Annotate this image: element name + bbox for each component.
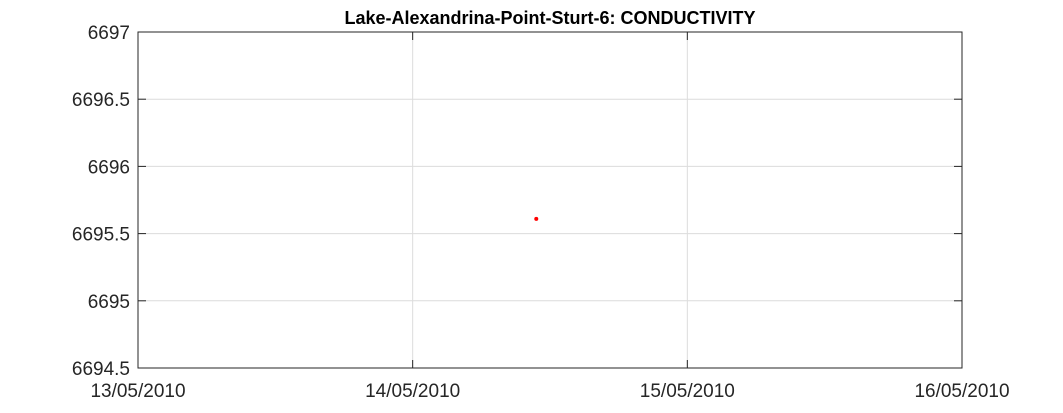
y-tick-label: 6694.5	[72, 359, 130, 380]
tick-labels: 13/05/2010 14/05/2010 15/05/2010 16/05/2010…	[72, 23, 1010, 402]
y-tick-label: 6696	[88, 157, 130, 178]
y-tick-label: 6695.5	[72, 225, 130, 246]
y-tick-label: 6695	[88, 292, 130, 313]
plot-area-frame	[137, 31, 963, 369]
chart-title: Lake-Alexandrina-Point-Sturt-6: CONDUCTI…	[344, 8, 755, 28]
y-tick-label: 6696.5	[72, 90, 130, 111]
data-point	[534, 216, 539, 221]
x-tick-label: 13/05/2010	[90, 381, 185, 402]
x-tick-label: 14/05/2010	[365, 381, 460, 402]
data-series	[534, 216, 539, 221]
x-tick-label: 16/05/2010	[914, 381, 1009, 402]
grid	[138, 32, 962, 368]
x-tick-label: 15/05/2010	[640, 381, 735, 402]
y-tick-label: 6697	[88, 23, 130, 44]
axis-ticks	[137, 31, 963, 369]
